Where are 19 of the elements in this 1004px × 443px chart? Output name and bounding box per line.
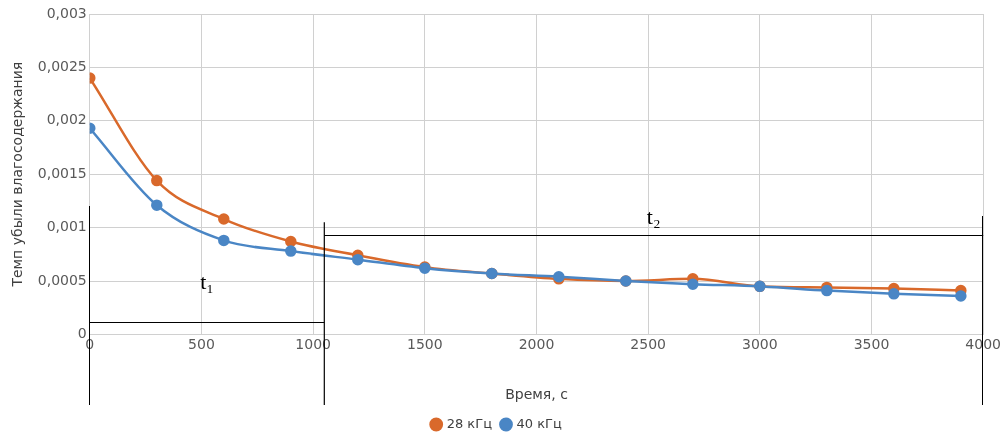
x-tick-label: 2000 (518, 336, 555, 353)
y-tick-label: 0 (77, 325, 87, 342)
y-tick-label: 0,0015 (37, 164, 87, 181)
y-tick-label: 0,002 (46, 111, 87, 128)
x-tick-label: 1500 (406, 336, 443, 353)
y-tick-label: 0,0005 (37, 271, 87, 288)
y-axis-title: Темп убыли влагосодержания (9, 61, 26, 288)
x-tick-label: 3500 (853, 336, 890, 353)
ref-line-label: t₂ (646, 204, 661, 230)
ref-line-label: t₁ (200, 269, 214, 295)
x-tick-label: 3000 (742, 336, 778, 353)
legend-label: 40 кГц (516, 415, 562, 431)
y-tick-label: 0,0025 (37, 58, 87, 75)
x-axis-title: Время, с (505, 386, 568, 403)
x-tick-label: 2500 (630, 336, 666, 353)
y-tick-label: 0,001 (46, 218, 87, 235)
x-tick-label: 500 (188, 336, 215, 353)
y-tick-label: 0,003 (46, 4, 87, 21)
legend-label: 28 кГц (446, 415, 493, 431)
